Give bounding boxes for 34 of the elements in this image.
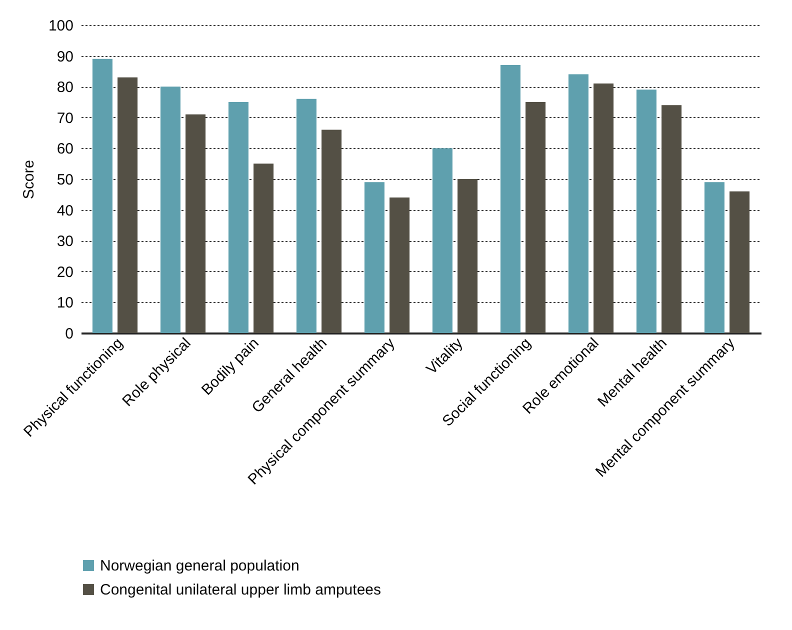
legend-label: Congenital unilateral upper limb amputees — [100, 582, 382, 598]
bar — [662, 105, 682, 333]
y-tick-label: 0 — [65, 326, 74, 342]
bar — [636, 90, 656, 333]
bar — [500, 65, 520, 333]
y-tick-label: 70 — [56, 110, 74, 127]
y-tick-label: 40 — [56, 202, 74, 220]
bar — [322, 130, 342, 333]
bar — [228, 102, 248, 333]
bar — [594, 84, 614, 333]
y-tick-label: 90 — [56, 48, 74, 66]
bar — [458, 179, 478, 333]
bar — [390, 197, 410, 333]
bar — [432, 148, 452, 333]
legend-label: Norwegian general population — [100, 558, 300, 574]
bar — [254, 164, 274, 333]
bar — [704, 182, 724, 333]
bar — [296, 98, 316, 333]
y-tick-label: 60 — [56, 140, 74, 158]
y-tick-label: 100 — [48, 18, 74, 34]
y-tick-label: 50 — [56, 172, 74, 188]
bar — [526, 102, 546, 333]
y-tick-label: 30 — [56, 233, 74, 250]
bar — [364, 182, 384, 333]
bar — [92, 58, 112, 333]
bar — [568, 74, 588, 333]
bar — [730, 191, 750, 333]
bar — [160, 86, 180, 333]
y-tick-label: 10 — [56, 294, 74, 312]
y-tick-label: 80 — [56, 79, 74, 96]
y-tick-label: 20 — [56, 264, 74, 281]
y-axis-title: Score — [20, 160, 38, 200]
bar — [186, 114, 206, 333]
bar — [118, 77, 138, 333]
